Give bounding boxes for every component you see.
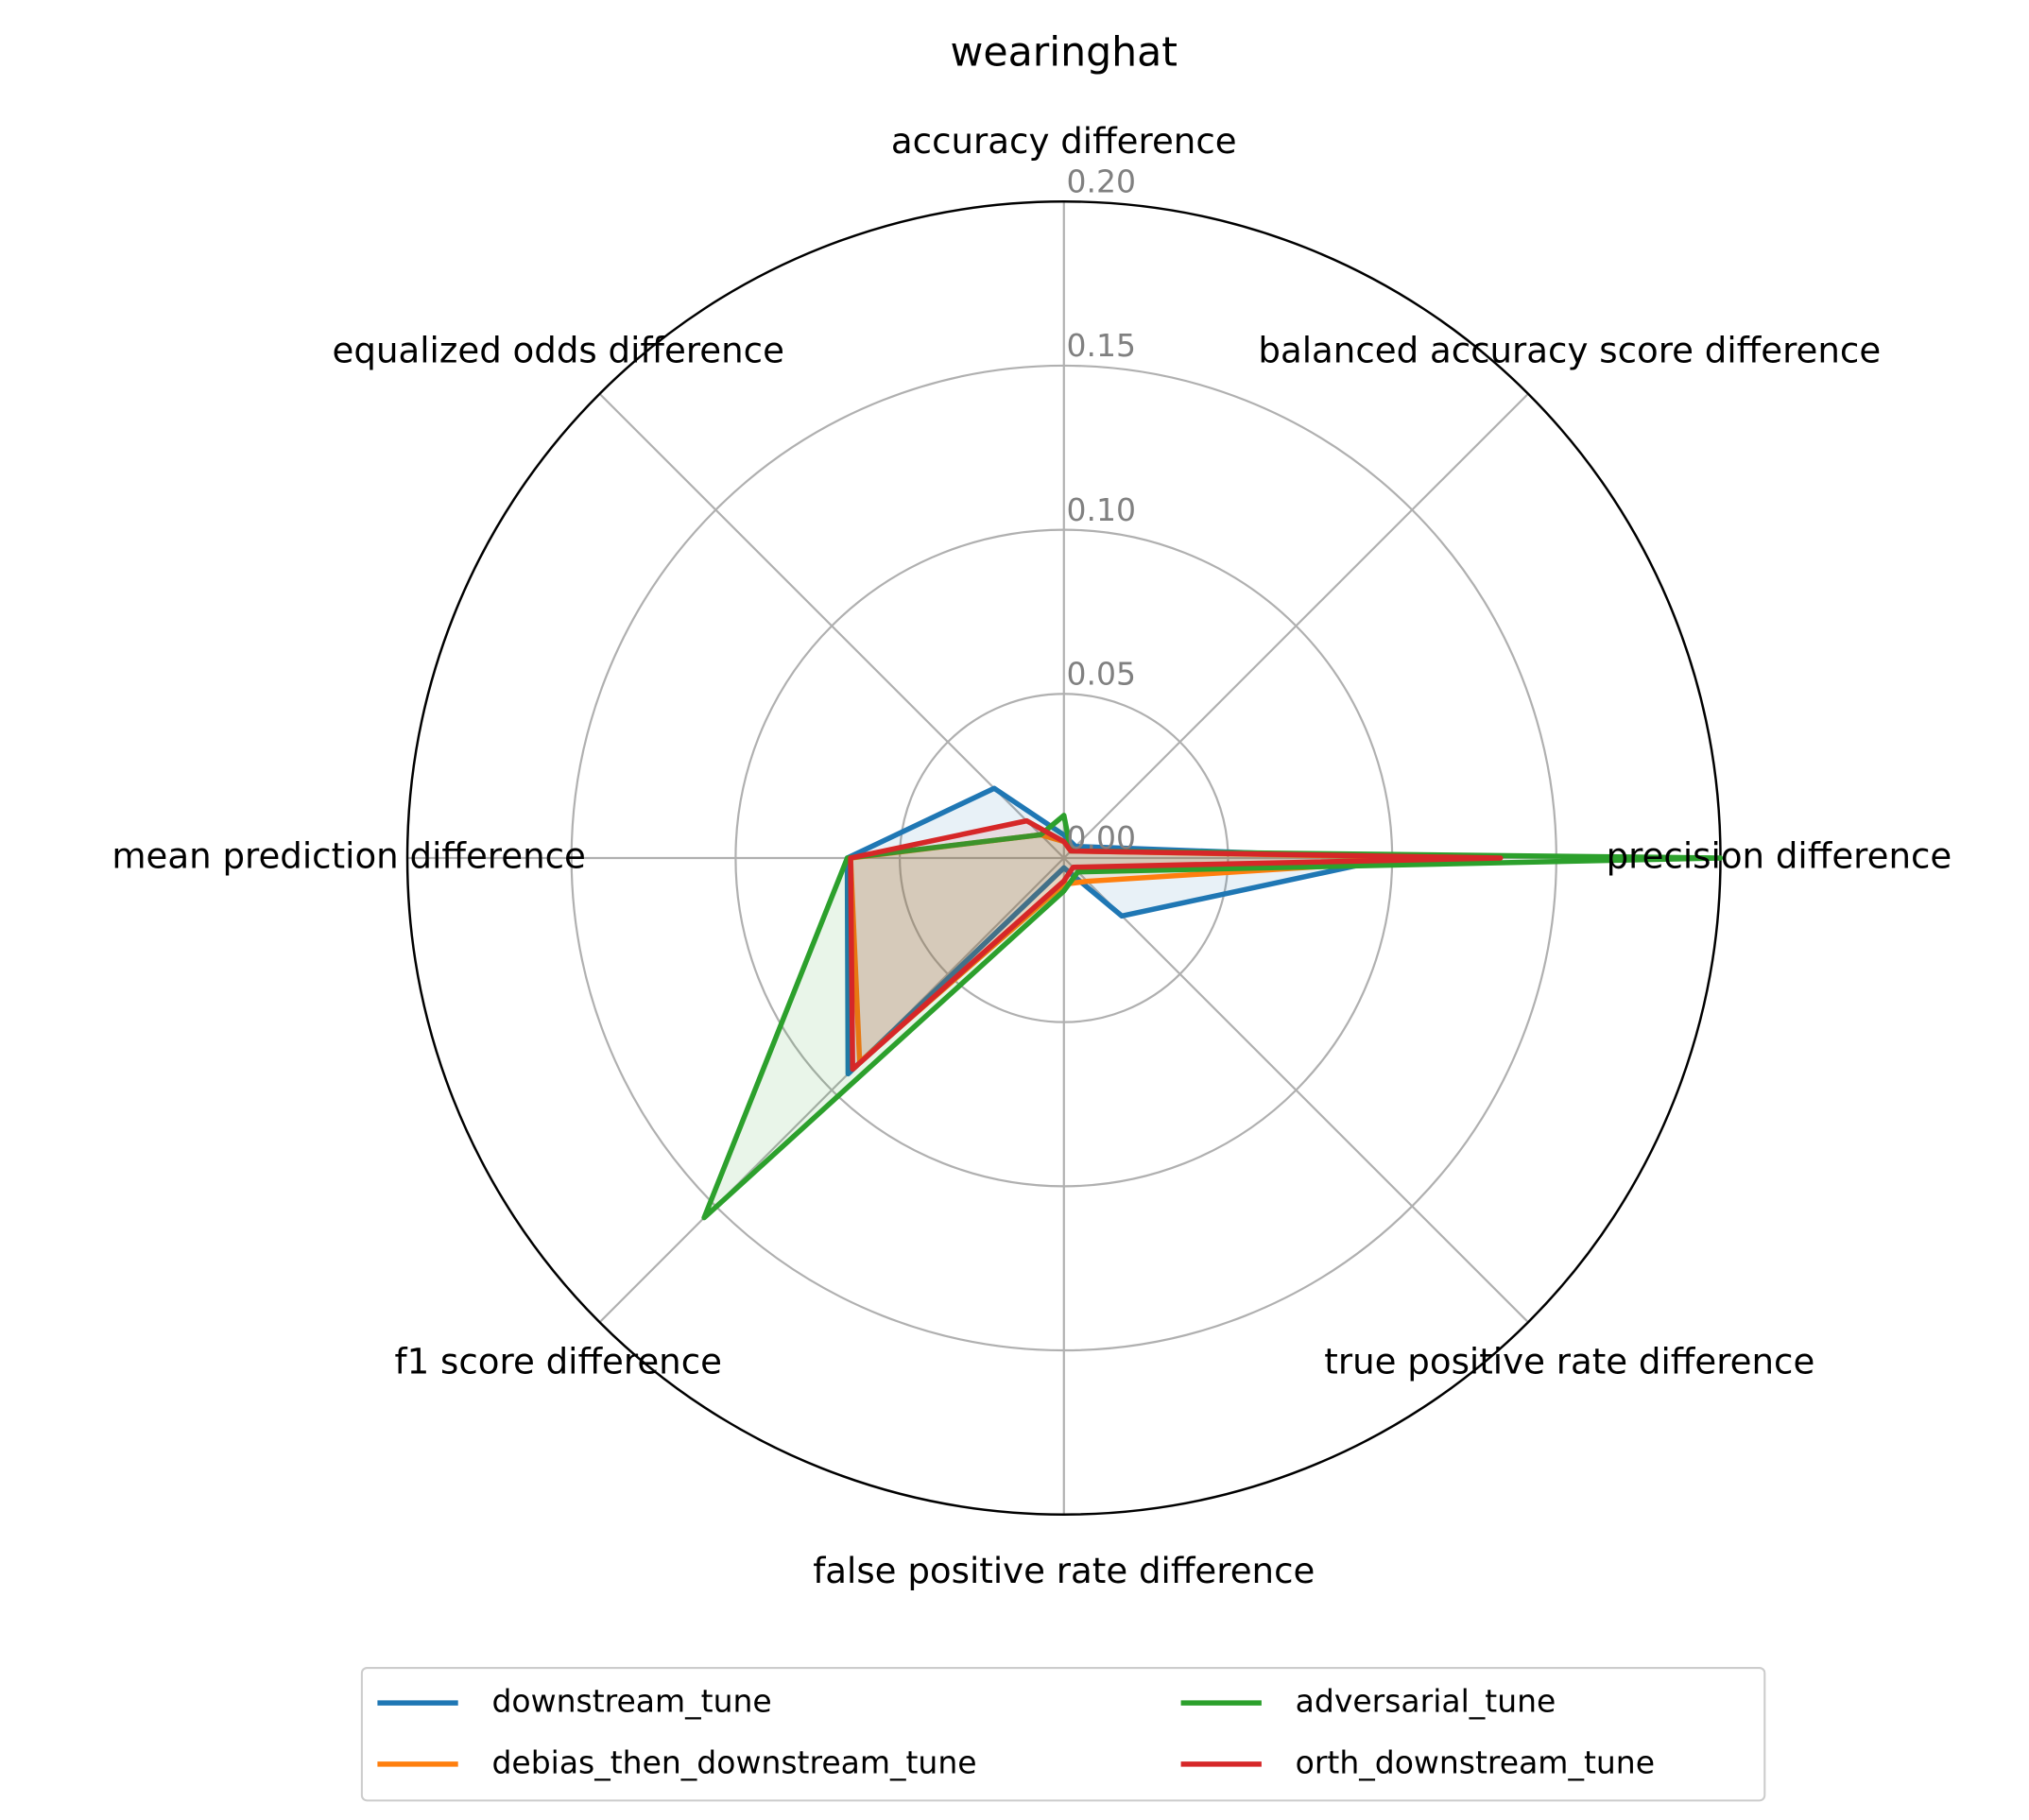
category-label: equalized odds difference	[333, 330, 784, 370]
spoke	[598, 857, 1065, 1324]
series-area	[704, 815, 1721, 1218]
chart-title: wearinghat	[951, 28, 1178, 76]
category-label: precision difference	[1607, 835, 1952, 876]
legend-label: downstream_tune	[491, 1683, 771, 1720]
series-area	[847, 788, 1393, 1074]
series-area	[851, 834, 1458, 1063]
category-label: true positive rate difference	[1324, 1341, 1814, 1382]
r-tick-label: 0.00	[1067, 819, 1136, 856]
r-tick-label: 0.10	[1067, 491, 1136, 528]
category-label: mean prediction difference	[112, 835, 586, 876]
spoke	[1062, 857, 1529, 1324]
r-tick-label: 0.20	[1067, 163, 1136, 199]
category-label: false positive rate difference	[813, 1551, 1315, 1591]
legend: downstream_tune debias_then_downstream_tu…	[360, 1667, 1766, 1802]
r-tick-label: 0.15	[1067, 327, 1136, 364]
legend-label: orth_downstream_tune	[1296, 1743, 1655, 1780]
series-area	[851, 820, 1501, 1070]
series-line	[848, 817, 1504, 1073]
spoke	[1062, 392, 1529, 859]
legend-label: debias_then_downstream_tune	[491, 1743, 976, 1780]
r-tick-label: 0.05	[1067, 656, 1136, 693]
category-label: balanced accuracy score difference	[1258, 330, 1881, 370]
legend-label: adversarial_tune	[1296, 1683, 1556, 1720]
category-label: accuracy difference	[891, 121, 1237, 162]
spoke	[598, 392, 1065, 859]
category-label: f1 score difference	[395, 1341, 722, 1382]
legend-frame	[360, 1667, 1766, 1802]
